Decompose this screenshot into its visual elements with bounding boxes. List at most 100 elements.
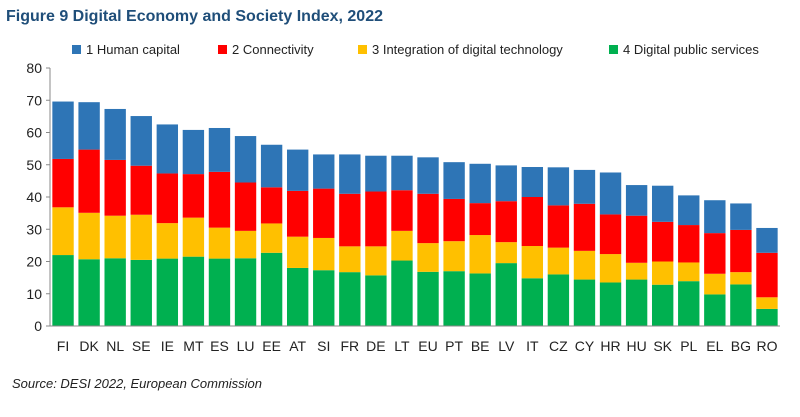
bar-segment (156, 223, 179, 259)
bar-segment (156, 173, 179, 224)
bar-segment (313, 270, 335, 326)
bar-segment (443, 241, 465, 272)
bar-segment (521, 278, 544, 326)
x-tick-label: SE (132, 338, 151, 354)
x-tick-label: AT (289, 338, 306, 354)
bar-segment (417, 271, 439, 326)
bar-segment (339, 154, 361, 194)
bar-segment (678, 262, 700, 282)
bar-segment (469, 235, 491, 274)
bar-segment (469, 163, 491, 204)
legend-swatch-human-capital (72, 45, 81, 54)
bar-segment (130, 259, 152, 326)
bar-segment (130, 165, 152, 215)
y-tick-label: 70 (26, 92, 42, 108)
bar-segment (495, 263, 517, 326)
bar-segment (234, 182, 257, 231)
bar-segment (313, 188, 335, 238)
bar-segment (234, 136, 257, 183)
bar-segment (286, 236, 309, 268)
bar-segment (417, 243, 439, 272)
bar-segment (469, 273, 491, 326)
bar-segment (104, 258, 126, 326)
bar-segment (52, 207, 74, 256)
bar-segment (678, 225, 700, 263)
bar-segment (704, 294, 726, 326)
bar-segment (234, 230, 257, 259)
bar-segment (208, 171, 231, 228)
bar-segment (286, 190, 309, 237)
bar-segment (495, 242, 517, 264)
chart-title: Figure 9 Digital Economy and Society Ind… (6, 8, 383, 25)
x-tick-label: RO (756, 338, 777, 354)
legend: 1 Human capital 2 Connectivity 3 Integra… (0, 42, 800, 60)
bar-segment (521, 197, 544, 247)
x-tick-label: EL (706, 338, 723, 354)
y-tick-label: 40 (26, 189, 42, 205)
bar-segment (704, 200, 726, 234)
x-tick-label: LV (498, 338, 515, 354)
bar-segment (182, 129, 205, 175)
bar-segment (417, 193, 439, 244)
bar-segment (547, 247, 570, 275)
bar-segment (599, 254, 622, 283)
bar-segment (756, 297, 778, 309)
bar-segment (78, 149, 100, 213)
x-tick-label: BE (471, 338, 490, 354)
bar-segment (599, 214, 622, 255)
bar-segment (521, 246, 544, 279)
bar-segment (651, 284, 674, 326)
x-tick-label: FR (340, 338, 359, 354)
bar-segment (208, 227, 231, 259)
bar-segment (365, 246, 387, 276)
bar-segment (704, 233, 726, 274)
y-tick-label: 30 (26, 221, 42, 237)
bar-segment (730, 284, 752, 326)
bar-segment (599, 172, 622, 215)
bar-segment (469, 203, 491, 236)
y-tick-label: 20 (26, 254, 42, 270)
bar-segment (756, 308, 778, 326)
bar-segment (391, 260, 413, 326)
source-note: Source: DESI 2022, European Commission (12, 376, 263, 391)
x-tick-label: SK (653, 338, 672, 354)
x-tick-label: HR (600, 338, 620, 354)
bar-segment (391, 230, 413, 261)
bar-segment (625, 185, 648, 216)
bar-segment (339, 272, 361, 326)
bar-segment (599, 282, 622, 326)
bar-segment (678, 281, 700, 326)
bar-segment (521, 167, 544, 197)
x-tick-label: NL (106, 338, 124, 354)
bar-segment (391, 155, 413, 191)
bar-segment (104, 159, 126, 216)
bar-segment (756, 227, 778, 253)
bar-segment (391, 190, 413, 231)
bar-segment (182, 217, 205, 257)
x-tick-label: PL (680, 338, 697, 354)
bar-segment (260, 252, 283, 326)
bar-segment (78, 259, 100, 326)
legend-item-public-services: 4 Digital public services (609, 42, 759, 57)
bar-segment (156, 258, 179, 326)
bar-segment (678, 195, 700, 226)
x-tick-label: CZ (549, 338, 568, 354)
legend-label-connectivity: 2 Connectivity (232, 42, 314, 57)
bar-segment (365, 275, 387, 326)
x-tick-label: DK (79, 338, 99, 354)
y-tick-label: 80 (26, 60, 42, 76)
bar-segment (286, 149, 309, 191)
bar-segment (260, 144, 283, 188)
y-tick-label: 10 (26, 286, 42, 302)
legend-label-human-capital: 1 Human capital (86, 42, 180, 57)
bar-segment (625, 279, 648, 326)
bar-segment (182, 256, 205, 326)
x-tick-label: PT (445, 338, 463, 354)
x-tick-label: CY (575, 338, 595, 354)
bar-segment (234, 258, 257, 326)
bar-segment (547, 274, 570, 326)
bar-segment (651, 185, 674, 222)
bar-segment (52, 101, 74, 159)
legend-item-integration: 3 Integration of digital technology (358, 42, 563, 57)
